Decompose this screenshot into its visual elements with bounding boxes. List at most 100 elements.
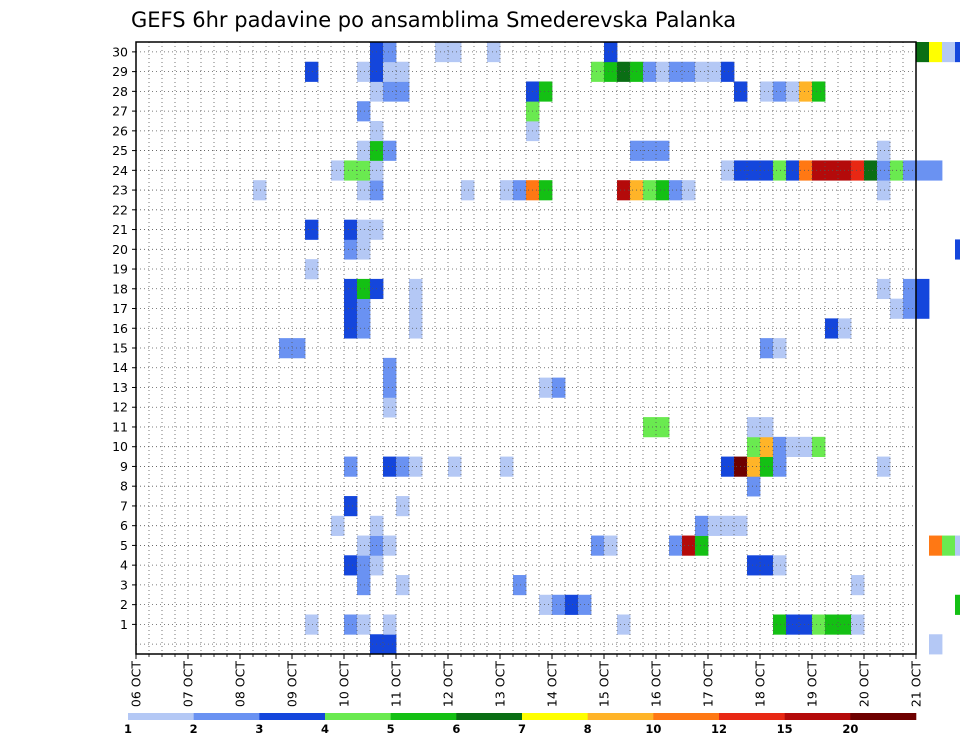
x-tick-label: 16 OCT — [649, 661, 664, 707]
precip-cell — [513, 575, 527, 596]
legend-swatch — [784, 713, 851, 720]
y-tick-label: 28 — [112, 84, 128, 99]
precip-cell — [539, 81, 553, 102]
precip-cell — [877, 278, 891, 300]
y-tick-label: 14 — [112, 360, 128, 375]
x-tick-label: 14 OCT — [545, 661, 560, 707]
precip-cell — [812, 160, 852, 181]
precip-cell — [344, 456, 358, 477]
y-tick-label: 23 — [112, 183, 128, 198]
precip-cell — [760, 81, 774, 102]
precip-cell — [539, 594, 553, 615]
x-tick-label: 07 OCT — [181, 661, 196, 707]
precip-cell — [955, 535, 960, 556]
precip-cell — [305, 219, 319, 240]
legend-swatch — [522, 713, 588, 720]
precip-cell — [903, 160, 943, 181]
precip-cell — [344, 219, 358, 240]
precip-cell — [357, 278, 371, 300]
x-tick-label: 20 OCT — [857, 661, 872, 707]
y-tick-label: 25 — [112, 143, 128, 158]
precip-cell — [656, 61, 670, 82]
cells-layer — [253, 42, 960, 655]
precip-cell — [864, 160, 878, 181]
precip-cell — [825, 614, 852, 635]
legend-label: 10 — [645, 722, 661, 736]
y-tick-label: 13 — [112, 380, 128, 395]
legend-swatch — [456, 713, 523, 720]
precip-cell — [305, 614, 319, 635]
legend-swatch — [325, 713, 391, 720]
precip-cell — [851, 614, 865, 635]
precip-cell — [760, 338, 774, 359]
y-tick-label: 27 — [112, 104, 128, 119]
precip-cell — [383, 535, 397, 556]
precip-cell — [461, 180, 475, 201]
legend-label: 20 — [842, 722, 858, 736]
legend-label: 15 — [777, 722, 793, 736]
y-tick-label: 3 — [120, 577, 128, 592]
precip-cell — [383, 456, 397, 477]
precip-cell — [344, 614, 358, 635]
precip-cell — [773, 555, 787, 576]
precip-cell — [357, 239, 371, 260]
precip-cell — [305, 61, 319, 82]
legend-swatch — [587, 713, 654, 720]
y-tick-label: 10 — [112, 439, 128, 454]
legend-label: 4 — [321, 722, 329, 736]
precip-cell — [773, 160, 787, 181]
precip-cell — [721, 160, 735, 181]
precip-cell — [955, 239, 960, 260]
precip-cell — [383, 397, 397, 418]
precip-cell — [721, 456, 735, 477]
precip-cell — [942, 42, 956, 63]
y-tick-label: 9 — [120, 459, 128, 474]
precip-cell — [643, 180, 657, 201]
y-tick-label: 1 — [120, 617, 128, 632]
precip-cell — [383, 42, 397, 63]
legend-swatch — [719, 713, 785, 720]
color-legend: 1 2 3 4 5 6 7 8 10 12 15 20 — [124, 713, 917, 736]
y-tick-label: 19 — [112, 262, 128, 277]
legend-label: 6 — [452, 722, 460, 736]
precip-cell — [357, 575, 371, 596]
precip-cell — [695, 535, 709, 556]
y-tick-label: 26 — [112, 123, 128, 138]
precip-cell — [877, 160, 891, 181]
y-tick-label: 16 — [112, 321, 128, 336]
precip-cell — [552, 377, 566, 398]
y-tick-label: 15 — [112, 341, 128, 356]
y-tick-label: 17 — [112, 301, 128, 316]
y-tick-label: 21 — [112, 222, 128, 237]
y-axis: 1234567891011121314151617181920212223242… — [112, 44, 136, 632]
y-tick-label: 2 — [120, 597, 128, 612]
legend-swatch — [850, 713, 917, 720]
precip-cell — [929, 42, 943, 63]
precip-cell — [357, 219, 384, 240]
precip-cell — [383, 81, 397, 102]
y-tick-label: 30 — [112, 44, 128, 59]
precip-cell — [786, 614, 813, 635]
precip-cell — [344, 298, 358, 319]
precip-cell — [695, 515, 709, 536]
x-tick-label: 21 OCT — [909, 661, 924, 707]
x-tick-label: 11 OCT — [389, 661, 404, 707]
precip-cell — [604, 61, 618, 82]
precip-cell — [357, 61, 371, 82]
precip-cell — [396, 456, 410, 477]
precip-cell — [344, 318, 358, 339]
precip-cell — [344, 496, 358, 517]
precip-cell — [903, 298, 917, 319]
precip-cell — [396, 575, 410, 596]
x-tick-label: 17 OCT — [701, 661, 716, 707]
precip-cell — [773, 338, 787, 359]
legend-swatch — [259, 713, 326, 720]
precip-cell — [669, 180, 683, 201]
y-tick-label: 7 — [120, 498, 128, 513]
precip-cell — [565, 594, 579, 615]
legend-label: 12 — [711, 722, 727, 736]
y-tick-label: 12 — [112, 400, 128, 415]
precip-cell — [383, 377, 397, 398]
precip-cell — [591, 535, 605, 556]
